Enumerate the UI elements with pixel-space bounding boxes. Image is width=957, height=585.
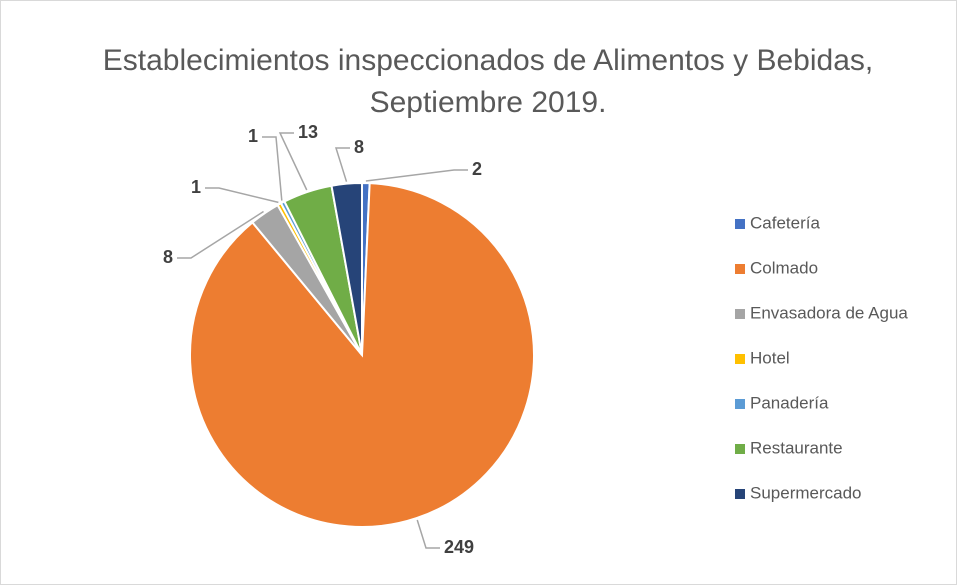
leader-line [262, 136, 283, 201]
leader-line [177, 210, 264, 259]
data-label: 1 [248, 126, 258, 146]
chart-title: Establecimientos inspeccionados de Alime… [103, 44, 873, 77]
legend-swatch [735, 444, 745, 454]
leader-line [205, 187, 279, 204]
legend-label: Envasadora de Agua [750, 303, 908, 322]
leader-line [365, 169, 468, 182]
chart-title: Septiembre 2019. [370, 86, 607, 119]
legend-label: Cafetería [750, 213, 820, 232]
legend-label: Restaurante [750, 438, 843, 457]
leader-line [278, 132, 308, 191]
legend-swatch [735, 354, 745, 364]
data-label: 249 [444, 537, 474, 557]
data-label: 13 [298, 122, 318, 142]
legend-swatch [735, 219, 745, 229]
legend-label: Colmado [750, 258, 818, 277]
data-label: 8 [163, 247, 173, 267]
legend-swatch [735, 489, 745, 499]
legend-label: Hotel [750, 348, 790, 367]
data-label: 2 [472, 159, 482, 179]
leader-line [334, 147, 350, 182]
legend-swatch [735, 309, 745, 319]
legend-swatch [735, 264, 745, 274]
data-label: 8 [354, 137, 364, 157]
legend-label: Supermercado [750, 483, 862, 502]
data-label: 1 [191, 177, 201, 197]
leader-line [416, 519, 440, 549]
legend-swatch [735, 399, 745, 409]
legend-label: Panadería [750, 393, 829, 412]
pie-slice [330, 181, 363, 356]
